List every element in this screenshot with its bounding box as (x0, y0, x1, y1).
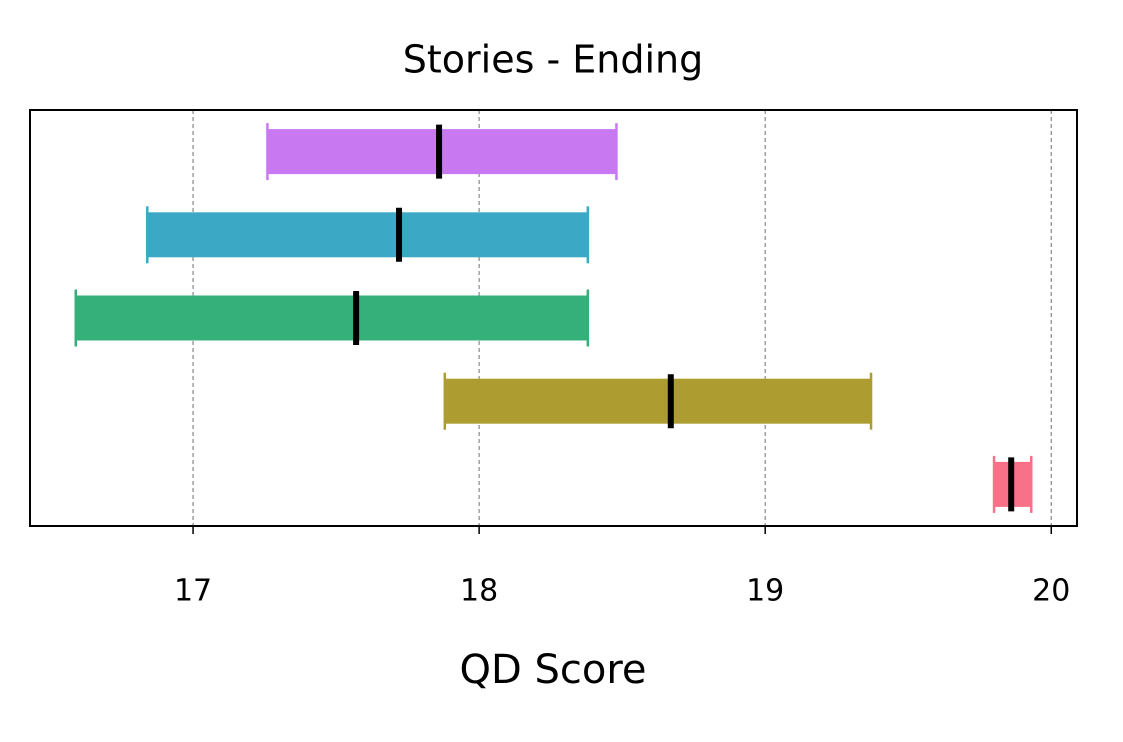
chart-title: Stories - Ending (403, 38, 703, 82)
x-tick-label: 20 (1032, 574, 1070, 609)
interval-bar (75, 295, 588, 341)
x-tick-label: 17 (174, 574, 212, 609)
x-tick-label: 18 (460, 574, 498, 609)
x-tick-label: 19 (746, 574, 784, 609)
plot-frame (29, 109, 1078, 527)
interval-bar (147, 212, 588, 258)
x-axis-label: QD Score (459, 647, 646, 693)
interval-bar (444, 378, 872, 424)
